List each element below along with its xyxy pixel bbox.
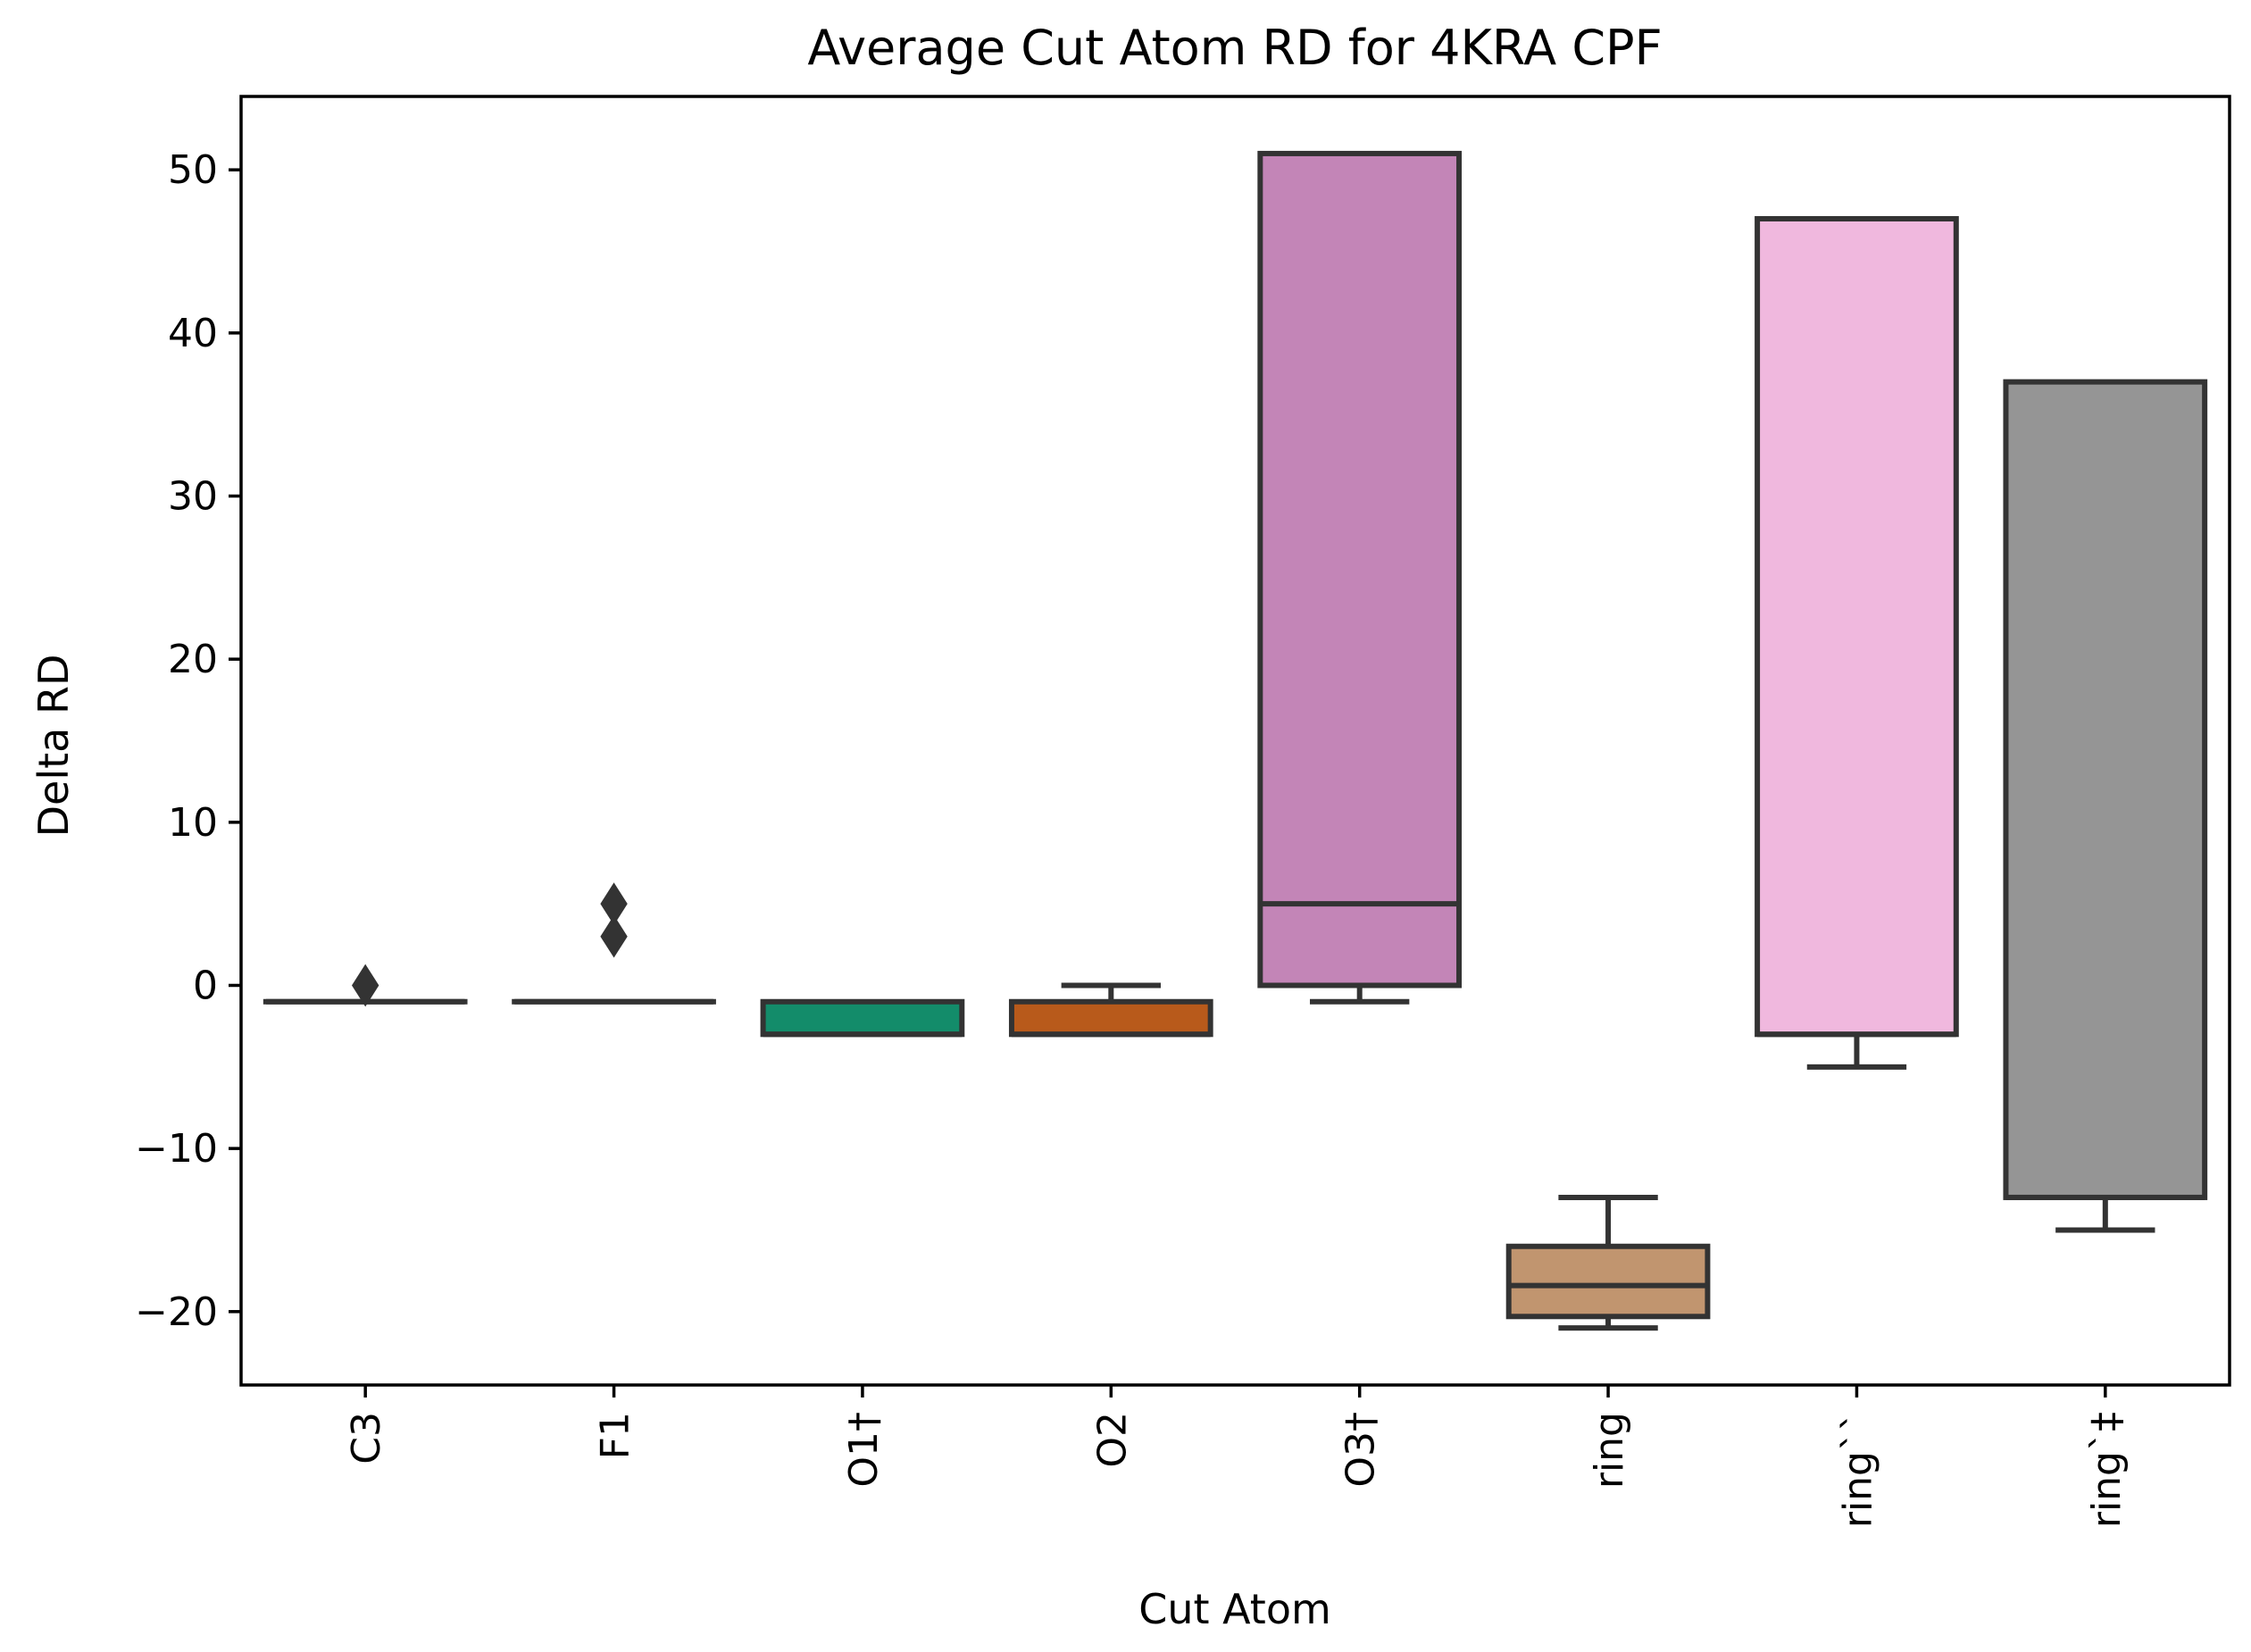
x-tick-label: O3† <box>1338 1412 1384 1488</box>
outlier-marker <box>600 882 628 926</box>
x-axis-label: Cut Atom <box>1138 1585 1331 1633</box>
outlier-marker <box>352 964 379 1007</box>
box-body <box>1755 215 1959 1038</box>
box-body <box>2003 379 2208 1200</box>
x-tick-label: ring`` <box>1835 1412 1880 1528</box>
x-tick-label: ring`‡ <box>2084 1412 2130 1528</box>
y-axis-label: Delta RD <box>29 655 78 838</box>
box-group <box>1505 1194 1711 1331</box>
x-tick-label: O1† <box>841 1412 887 1488</box>
box-body <box>760 998 965 1038</box>
box-body <box>1257 150 1463 989</box>
box-group <box>1257 150 1463 1005</box>
box-group <box>2003 379 2208 1233</box>
box-group <box>512 882 716 1005</box>
box-group <box>1008 982 1213 1038</box>
box-group <box>263 964 468 1007</box>
box-group <box>760 998 965 1038</box>
y-tick-label: 0 <box>193 963 218 1008</box>
box-body <box>1505 1243 1711 1320</box>
y-tick-label: −20 <box>135 1289 218 1335</box>
x-tick-label: F1 <box>593 1412 638 1459</box>
y-tick-label: 20 <box>168 637 218 682</box>
y-tick-label: 40 <box>168 311 218 356</box>
box-body <box>1008 998 1213 1038</box>
plot-area: −20 −10 0 10 20 30 40 50 C3 F1 O1† O2 O3† ring ring`` r… <box>135 147 2208 1528</box>
box-group <box>1755 215 1959 1070</box>
plot-frame <box>239 95 2231 1387</box>
x-tick-label: C3 <box>344 1412 389 1464</box>
y-tick-label: −10 <box>135 1126 218 1172</box>
x-tick-label: O2 <box>1089 1412 1135 1468</box>
outlier-marker <box>600 914 628 958</box>
y-tick-label: 30 <box>168 474 218 520</box>
chart-title: Average Cut Atom RD for 4KRA CPF <box>807 20 1662 76</box>
y-tick-label: 50 <box>168 147 218 193</box>
x-tick-label: ring <box>1587 1412 1632 1489</box>
y-tick-label: 10 <box>168 800 218 846</box>
